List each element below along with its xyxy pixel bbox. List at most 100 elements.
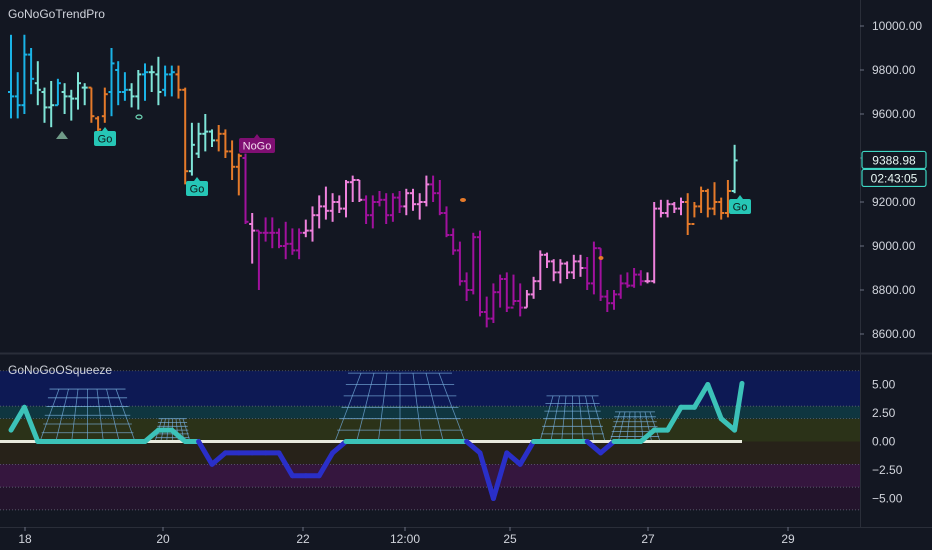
price-bar[interactable] [731, 144, 738, 194]
price-bar[interactable] [202, 114, 209, 152]
price-bar[interactable] [21, 34, 28, 114]
price-bar[interactable] [81, 83, 88, 106]
price-bar[interactable] [262, 217, 269, 242]
price-bar[interactable] [483, 296, 490, 328]
price-bar[interactable] [503, 272, 510, 312]
price-bar[interactable] [611, 290, 617, 310]
price-bar[interactable] [296, 228, 303, 260]
price-bar[interactable] [121, 72, 128, 101]
price-bar[interactable] [14, 72, 21, 119]
price-bar[interactable] [456, 241, 463, 286]
price-bar[interactable] [343, 180, 349, 218]
price-bar[interactable] [128, 83, 135, 108]
price-bar[interactable] [396, 191, 403, 213]
price-bar[interactable] [68, 89, 75, 121]
price-bar[interactable] [644, 272, 651, 284]
price-bar[interactable] [309, 206, 316, 242]
price-bar[interactable] [135, 70, 142, 110]
price-bar[interactable] [517, 283, 524, 317]
price-bar[interactable] [570, 254, 577, 279]
price-bar[interactable] [678, 197, 684, 216]
price-bar[interactable] [249, 213, 256, 264]
price-bar[interactable] [376, 191, 383, 207]
price-bar[interactable] [416, 193, 423, 220]
price-bar[interactable] [28, 48, 35, 95]
price-bar[interactable] [724, 180, 731, 218]
price-bar[interactable] [450, 228, 457, 255]
price-bar[interactable] [718, 197, 725, 220]
price-bar[interactable] [557, 259, 564, 284]
price-bar[interactable] [369, 195, 376, 229]
price-bar[interactable] [443, 206, 450, 238]
price-bar[interactable] [108, 48, 115, 117]
price-bar[interactable] [188, 122, 195, 176]
price-bar[interactable] [651, 202, 658, 284]
price-bar[interactable] [463, 272, 470, 301]
price-bar[interactable] [269, 217, 276, 249]
price-bar[interactable] [195, 122, 202, 158]
price-bar[interactable] [510, 274, 517, 309]
price-bar[interactable] [229, 140, 236, 180]
price-bar[interactable] [684, 193, 691, 235]
price-bar[interactable] [363, 195, 370, 224]
price-bar[interactable] [215, 125, 222, 152]
price-bar[interactable] [175, 65, 182, 99]
price-bar[interactable] [289, 228, 296, 255]
price-bar[interactable] [550, 259, 557, 282]
price-bar[interactable] [410, 188, 416, 211]
price-bar[interactable] [664, 199, 671, 218]
price-bar[interactable] [222, 129, 229, 158]
price-bar[interactable] [34, 61, 41, 106]
price-bar[interactable] [637, 270, 644, 286]
price-bar[interactable] [61, 83, 68, 114]
price-bar[interactable] [168, 65, 175, 97]
price-bar[interactable] [209, 129, 215, 147]
price-bar[interactable] [698, 186, 705, 213]
price-bar[interactable] [8, 34, 14, 119]
price-bar[interactable] [148, 65, 155, 92]
price-bar[interactable] [383, 193, 390, 224]
price-bar[interactable] [530, 276, 537, 299]
price-bar[interactable] [356, 179, 363, 202]
price-bar[interactable] [282, 221, 289, 260]
price-bar[interactable] [564, 261, 571, 279]
price-bar[interactable] [235, 153, 242, 196]
price-bar[interactable] [671, 202, 678, 213]
price-bar[interactable] [617, 274, 624, 299]
price-bar[interactable] [657, 199, 664, 218]
price-bar[interactable] [577, 254, 584, 277]
price-bar[interactable] [95, 116, 102, 134]
price-bar[interactable] [590, 241, 597, 295]
price-bar[interactable] [490, 283, 497, 323]
price-bar[interactable] [389, 193, 396, 222]
price-bar[interactable] [115, 61, 122, 106]
price-bar[interactable] [242, 153, 249, 224]
price-bar[interactable] [316, 195, 323, 229]
price-bar[interactable] [155, 56, 162, 106]
price-bar[interactable] [604, 290, 611, 312]
price-bar[interactable] [54, 78, 61, 107]
price-bar[interactable] [142, 63, 148, 101]
price-bar[interactable] [631, 268, 638, 288]
price-bar[interactable] [329, 193, 336, 222]
price-bar[interactable] [255, 229, 262, 290]
price-bar[interactable] [584, 257, 591, 290]
price-bar[interactable] [470, 232, 477, 295]
price-bar[interactable] [276, 228, 282, 249]
price-bar[interactable] [349, 175, 356, 202]
price-bar[interactable] [162, 65, 169, 97]
price-bar[interactable] [423, 175, 430, 207]
price-bar[interactable] [336, 195, 343, 213]
price-bar[interactable] [101, 87, 108, 123]
price-bar[interactable] [302, 219, 309, 238]
price-bar[interactable] [75, 72, 81, 110]
price-bar[interactable] [544, 252, 550, 268]
price-bar[interactable] [523, 290, 530, 309]
price-bar[interactable] [403, 188, 410, 216]
price-bar[interactable] [436, 180, 443, 216]
price-bar[interactable] [88, 86, 95, 123]
price-bar[interactable] [704, 188, 711, 218]
price-bar[interactable] [48, 81, 55, 128]
